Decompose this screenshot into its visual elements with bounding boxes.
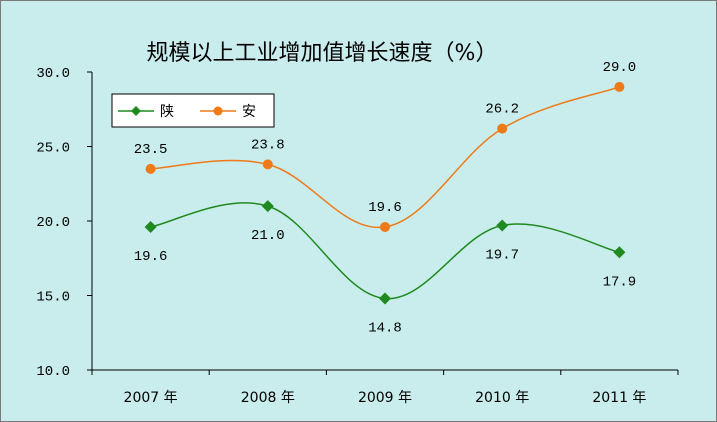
chart-title: 规模以上工业增加值增长速度（%） — [147, 41, 498, 66]
y-tick-label: 30.0 — [36, 66, 70, 82]
y-tick-label: 15.0 — [36, 290, 70, 306]
x-tick-label: 2009 年 — [358, 390, 412, 406]
axes: 10.0 15.0 20.0 25.0 30.0 2007 年 2008 年 2009 年 20… — [36, 66, 679, 406]
legend-marker-diamond — [131, 106, 141, 116]
data-point-circle — [497, 123, 508, 134]
data-point-diamond — [261, 200, 274, 213]
data-point-diamond — [496, 219, 509, 232]
y-tick-label: 10.0 — [36, 364, 70, 380]
data-point-diamond — [379, 292, 391, 305]
data-point-diamond — [144, 220, 157, 233]
data-point-circle — [614, 81, 625, 92]
data-label: 23.5 — [134, 142, 168, 158]
x-tick-label: 2008 年 — [241, 390, 295, 406]
data-point-circle — [262, 159, 273, 170]
data-point-circle — [145, 163, 156, 174]
legend-marker-circle — [213, 106, 223, 116]
x-tick-label: 2010 年 — [475, 390, 529, 406]
series-line — [150, 202, 620, 300]
x-tick-label: 2011 年 — [592, 390, 646, 406]
data-label: 29.0 — [603, 60, 637, 76]
data-label: 14.8 — [368, 320, 402, 336]
data-label: 19.7 — [485, 247, 519, 263]
legend: 陕安 — [111, 93, 275, 128]
data-point-diamond — [613, 246, 626, 259]
series-2: 23.5 23.8 19.6 26.2 29.0 — [134, 60, 636, 232]
data-label: 21.0 — [251, 228, 285, 244]
x-tick-label: 2007 年 — [124, 390, 178, 406]
series-1: 19.6 21.0 14.8 19.7 17.9 — [134, 200, 636, 336]
y-tick-label: 20.0 — [36, 215, 70, 231]
series-layer: 19.6 21.0 14.8 19.7 17.9 23.5 23.8 19.6 26.2 29.0 — [134, 60, 636, 337]
y-tick-label: 25.0 — [36, 141, 70, 157]
data-label: 19.6 — [134, 249, 168, 265]
data-label: 26.2 — [485, 102, 519, 118]
legend-label: 安 — [242, 104, 256, 120]
data-label: 17.9 — [603, 274, 637, 290]
data-point-circle — [380, 221, 390, 232]
legend-label: 陕 — [160, 104, 174, 120]
data-label: 23.8 — [251, 137, 285, 153]
data-label: 19.6 — [368, 200, 402, 216]
